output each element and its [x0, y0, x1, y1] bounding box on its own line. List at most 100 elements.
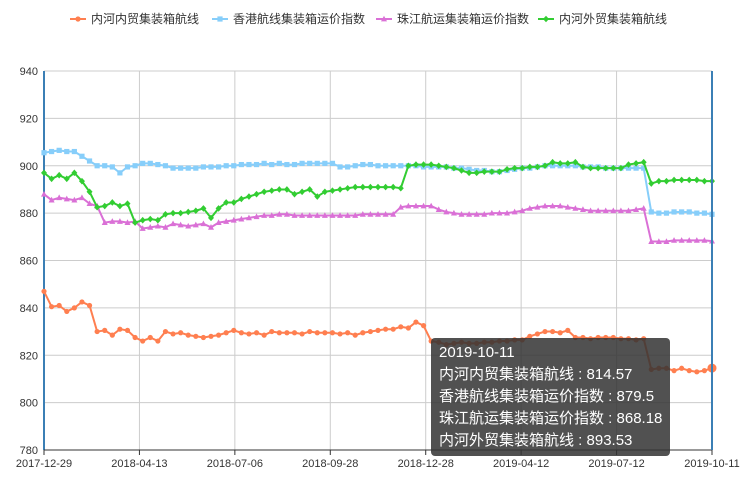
- data-point: [215, 332, 222, 338]
- data-point: [276, 160, 282, 166]
- data-point: [162, 328, 169, 335]
- data-point: [686, 368, 692, 374]
- data-point: [177, 221, 184, 228]
- legend-item-2[interactable]: 香港航线集装箱运价指数: [212, 11, 365, 26]
- data-point: [519, 207, 526, 214]
- data-point: [223, 199, 230, 206]
- data-point: [215, 205, 222, 212]
- data-point: [71, 169, 78, 177]
- legend[interactable]: 内河内贸集装箱航线 香港航线集装箱运价指数 珠江航运集装箱运价指数 内河外贸集装箱航线: [70, 11, 667, 26]
- data-point: [473, 211, 480, 217]
- data-point: [405, 202, 412, 209]
- data-point: [412, 202, 419, 209]
- data-point: [367, 183, 374, 191]
- data-point: [56, 302, 62, 309]
- data-point: [71, 305, 77, 311]
- legend-marker: [543, 15, 549, 23]
- data-point: [633, 206, 640, 212]
- data-point: [299, 331, 305, 337]
- data-point: [154, 222, 161, 229]
- data-point: [337, 331, 343, 337]
- data-point: [337, 212, 344, 218]
- data-point: [306, 212, 313, 218]
- data-point: [94, 328, 100, 335]
- data-point: [663, 238, 670, 244]
- data-point: [587, 207, 594, 214]
- data-point: [276, 330, 282, 336]
- data-point: [671, 209, 677, 215]
- legend-label: 内河外贸集装箱航线: [559, 11, 667, 26]
- data-point: [132, 219, 139, 226]
- data-point: [124, 164, 131, 170]
- data-point: [360, 161, 366, 168]
- data-point: [641, 165, 647, 171]
- data-point: [86, 302, 93, 309]
- data-point: [602, 207, 609, 214]
- data-point: [679, 209, 685, 215]
- data-point: [117, 170, 123, 176]
- data-point: [284, 161, 290, 168]
- x-tick-label: 2019-10-11: [684, 458, 739, 470]
- data-point: [101, 219, 108, 225]
- data-point: [117, 326, 123, 332]
- data-point: [671, 176, 678, 184]
- data-point: [162, 224, 169, 230]
- data-point: [686, 237, 693, 243]
- data-point: [63, 175, 70, 183]
- y-tick-label: 800: [20, 398, 38, 410]
- data-point: [579, 163, 586, 171]
- data-point: [694, 369, 700, 375]
- data-point: [230, 199, 237, 206]
- data-point: [534, 163, 541, 171]
- data-point: [41, 169, 47, 177]
- data-point: [253, 330, 260, 336]
- data-point: [246, 161, 252, 168]
- data-point: [519, 164, 526, 172]
- data-point: [565, 327, 571, 333]
- data-point: [109, 164, 115, 170]
- data-point: [655, 238, 662, 244]
- data-point: [109, 218, 116, 224]
- data-point: [253, 213, 260, 220]
- data-point: [367, 161, 374, 168]
- x-tick-label: 2019-07-12: [588, 458, 644, 470]
- data-point: [56, 171, 63, 179]
- data-point: [41, 150, 47, 156]
- tooltip-line: 内河外贸集装箱航线 : 893.53: [439, 432, 633, 449]
- data-point: [79, 299, 85, 305]
- data-point: [526, 163, 533, 171]
- data-point: [526, 205, 533, 211]
- data-point: [375, 183, 381, 191]
- data-point: [678, 237, 685, 243]
- data-point: [238, 215, 245, 222]
- data-point: [443, 208, 450, 215]
- data-point: [617, 207, 624, 214]
- legend-marker: [217, 16, 223, 22]
- data-point: [109, 332, 115, 338]
- x-tick-label: 2017-12-29: [16, 458, 72, 470]
- data-point: [246, 331, 252, 337]
- data-point: [48, 304, 55, 310]
- data-point: [382, 183, 389, 191]
- data-point: [102, 163, 108, 169]
- data-point: [542, 328, 548, 335]
- data-point: [549, 202, 556, 209]
- y-tick-label: 820: [20, 350, 38, 362]
- data-point: [390, 326, 396, 332]
- data-point: [701, 177, 708, 185]
- data-point: [132, 334, 138, 341]
- data-point: [56, 147, 62, 153]
- data-point: [511, 164, 518, 172]
- data-point: [314, 330, 320, 336]
- data-point: [132, 163, 138, 169]
- data-point: [48, 196, 55, 203]
- data-point: [269, 161, 275, 168]
- legend-item-1[interactable]: 内河内贸集装箱航线: [70, 11, 199, 26]
- data-point: [231, 163, 237, 169]
- data-point: [230, 216, 237, 223]
- legend-item-3[interactable]: 珠江航运集装箱运价指数: [376, 11, 529, 26]
- x-tick-label: 2018-07-06: [207, 458, 263, 470]
- legend-item-4[interactable]: 内河外贸集装箱航线: [538, 11, 667, 26]
- data-point: [557, 160, 564, 167]
- data-point: [488, 209, 495, 216]
